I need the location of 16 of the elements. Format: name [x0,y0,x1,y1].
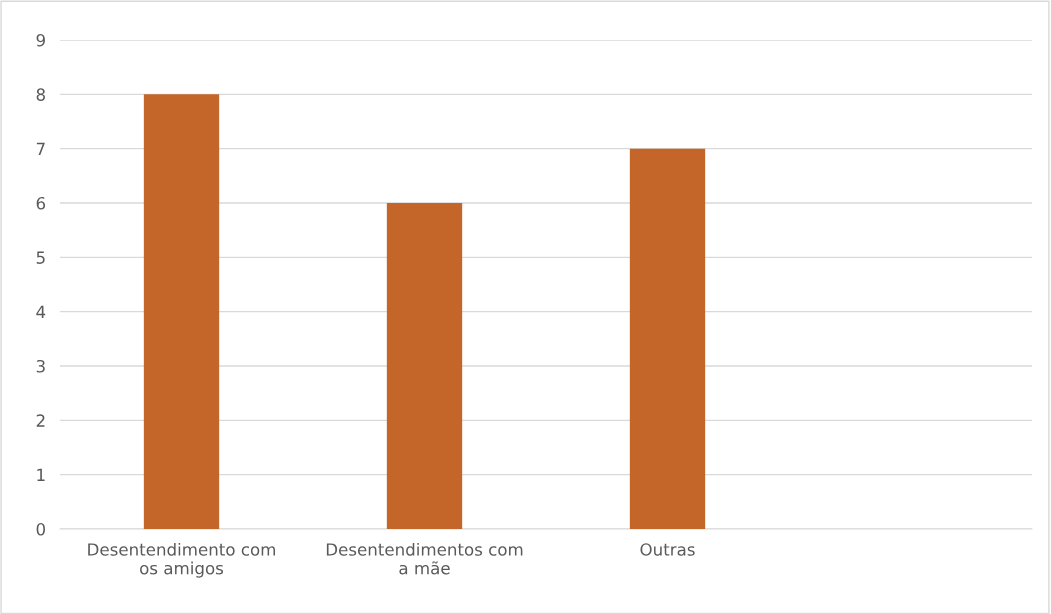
y-tick-label: 4 [36,305,46,318]
y-tick-label: 0 [36,522,45,536]
y-tick-label: 9 [36,33,45,47]
x-tick-label: Outras [640,543,695,556]
bar [629,148,706,529]
y-tick-label: 5 [36,251,45,264]
x-tick-label: Desentendimento com os amigos [88,542,275,578]
bar [143,94,220,529]
y-tick-label: 2 [36,414,45,427]
y-tick-label: 1 [37,468,45,481]
y-tick-label: 8 [36,88,45,101]
y-tick-label: 6 [36,196,46,210]
y-tick-label: 7 [36,142,45,155]
y-tick-label: 3 [36,359,45,373]
bar [386,203,463,529]
x-tick-label: Desentendimentos com a mãe [326,542,523,575]
